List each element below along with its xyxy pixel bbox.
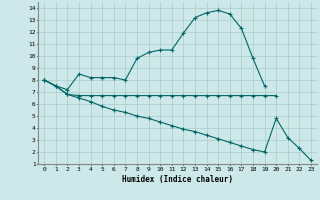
X-axis label: Humidex (Indice chaleur): Humidex (Indice chaleur) [122, 175, 233, 184]
